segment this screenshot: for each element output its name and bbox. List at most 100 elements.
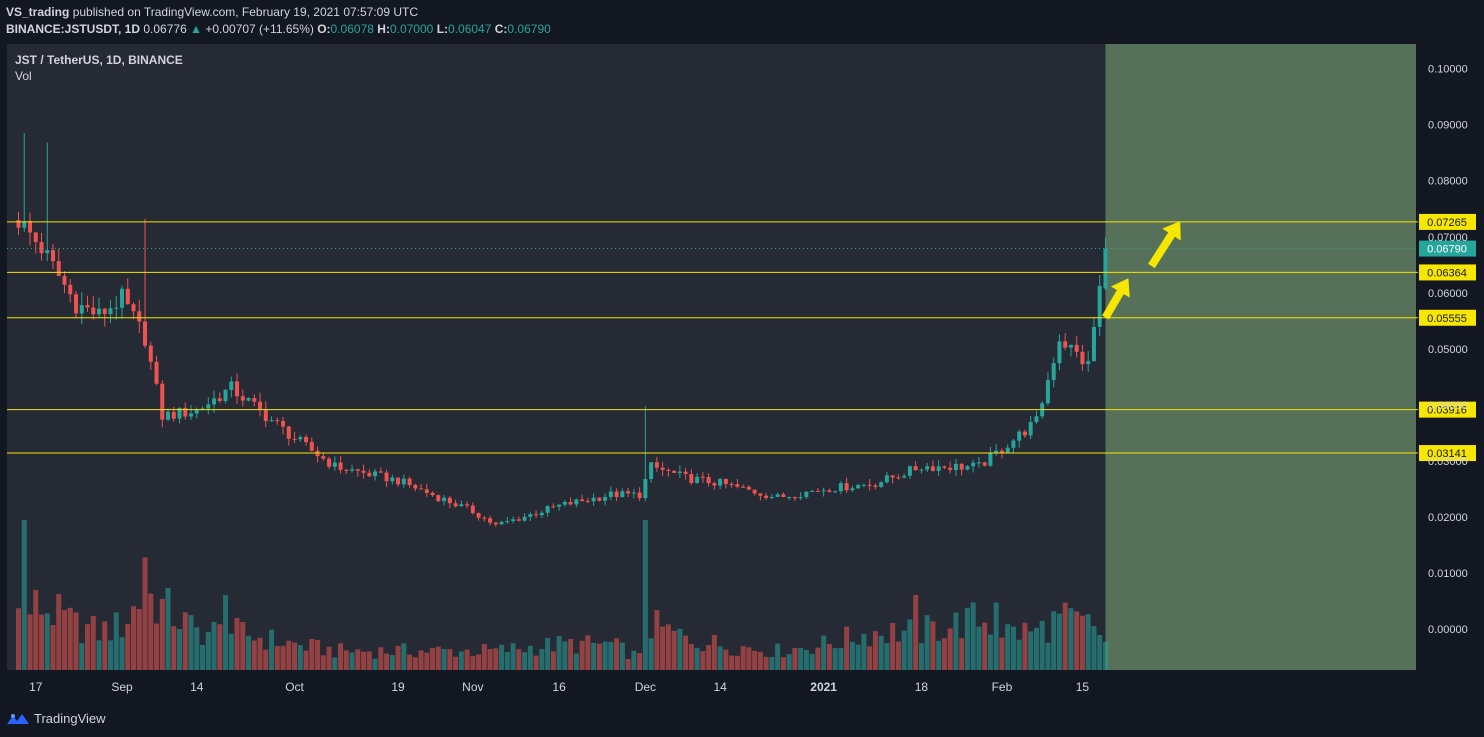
volume-bar xyxy=(228,633,234,670)
candle-body xyxy=(436,495,441,502)
candle-body xyxy=(557,504,562,507)
candle-body xyxy=(994,450,999,453)
volume-bar xyxy=(826,643,832,670)
volume-bar xyxy=(16,608,22,670)
volume-bar xyxy=(418,650,424,670)
candle-body xyxy=(936,466,941,471)
volume-bar xyxy=(447,649,453,670)
candle-body xyxy=(499,521,504,525)
candle-body xyxy=(378,471,383,473)
volume-bar xyxy=(211,622,217,670)
candle-body xyxy=(252,398,257,402)
price-tick-label: 0.07000 xyxy=(1428,232,1468,244)
volume-bar xyxy=(343,650,349,670)
candle-body xyxy=(856,484,861,489)
author-name[interactable]: VS_trading xyxy=(6,5,70,19)
volume-bar xyxy=(867,646,873,670)
volume-bar xyxy=(700,651,706,670)
candle-body xyxy=(453,503,458,507)
volume-bar xyxy=(366,651,372,670)
candle-body xyxy=(999,450,1004,453)
candle-body xyxy=(344,469,349,471)
volume-bar xyxy=(648,638,654,670)
volume-bar xyxy=(809,654,815,670)
candle-body xyxy=(781,494,786,498)
price-tick-label: 0.00000 xyxy=(1428,624,1468,636)
candle-body xyxy=(16,219,21,228)
candle-body xyxy=(953,463,958,471)
candle-body xyxy=(844,483,849,491)
volume-bar xyxy=(234,618,240,670)
volume-bar xyxy=(872,631,878,670)
volume-bar xyxy=(263,649,269,670)
volume-bar xyxy=(579,640,585,670)
level-label: 0.06364 xyxy=(1427,267,1467,279)
volume-bar xyxy=(113,612,119,670)
candle-body xyxy=(137,311,142,322)
volume-bar xyxy=(844,626,850,670)
volume-bar xyxy=(96,640,102,670)
price-chart[interactable]: 0.07265 0.06364 0.05555 0.03916 0.03141 0.067… xyxy=(0,44,1484,700)
volume-bar xyxy=(798,647,804,670)
volume-bar xyxy=(200,644,206,670)
volume-bar xyxy=(688,644,694,670)
time-tick-label: Feb xyxy=(992,680,1013,694)
volume-bar xyxy=(959,638,965,670)
volume-bar xyxy=(430,647,436,670)
candle-body xyxy=(689,474,694,483)
volume-bar xyxy=(752,650,758,670)
volume-bar xyxy=(625,659,631,670)
volume-bar xyxy=(573,653,579,670)
candle-body xyxy=(746,486,751,490)
volume-bar xyxy=(631,650,637,670)
volume-bar xyxy=(815,647,821,670)
volume-bar xyxy=(855,644,861,670)
volume-bar xyxy=(188,615,194,670)
volume-bar xyxy=(280,645,286,670)
volume-bar xyxy=(953,612,959,670)
candle-body xyxy=(33,232,38,243)
candle-body xyxy=(143,321,148,346)
open-label: O: xyxy=(317,22,331,36)
volume-bar xyxy=(936,640,942,670)
candle-body xyxy=(902,475,907,478)
candle-body xyxy=(22,221,27,228)
volume-bar xyxy=(246,635,252,670)
volume-bar xyxy=(102,621,108,670)
tradingview-logo-icon xyxy=(7,713,29,724)
candle-body xyxy=(930,466,935,471)
candle-body xyxy=(384,472,389,482)
volume-bar xyxy=(775,643,781,670)
volume-bar xyxy=(510,643,516,670)
low-value: 0.06047 xyxy=(448,22,492,36)
candle-body xyxy=(223,389,228,401)
volume-bar xyxy=(136,608,142,670)
level-tag xyxy=(1419,309,1476,326)
candle-body xyxy=(338,462,343,470)
price-axis-bg xyxy=(1418,44,1484,700)
time-tick-label: 18 xyxy=(915,680,929,694)
candle-body xyxy=(884,475,889,483)
volume-bar xyxy=(205,631,211,670)
volume-bar xyxy=(677,628,683,670)
candle-body xyxy=(246,398,251,401)
volume-bar xyxy=(154,623,160,670)
volume-bar xyxy=(683,635,689,670)
volume-bar xyxy=(1062,602,1068,670)
publish-info: published on TradingView.com, February 1… xyxy=(72,5,419,19)
volume-bar xyxy=(50,625,56,670)
candle-body xyxy=(735,484,740,487)
volume-bar xyxy=(786,654,792,670)
volume-bar xyxy=(223,595,229,670)
volume-bar xyxy=(435,646,441,670)
volume-bar xyxy=(384,653,390,670)
candle-body xyxy=(177,407,182,419)
volume-bar xyxy=(332,657,338,670)
open-value: 0.06078 xyxy=(330,22,374,36)
tradingview-brand[interactable]: TradingView xyxy=(6,711,106,726)
candle-body xyxy=(804,491,809,498)
candle-body xyxy=(79,305,84,314)
up-triangle-icon: ▲ xyxy=(190,22,202,36)
candle-body xyxy=(424,489,429,493)
candle-body xyxy=(798,497,803,499)
